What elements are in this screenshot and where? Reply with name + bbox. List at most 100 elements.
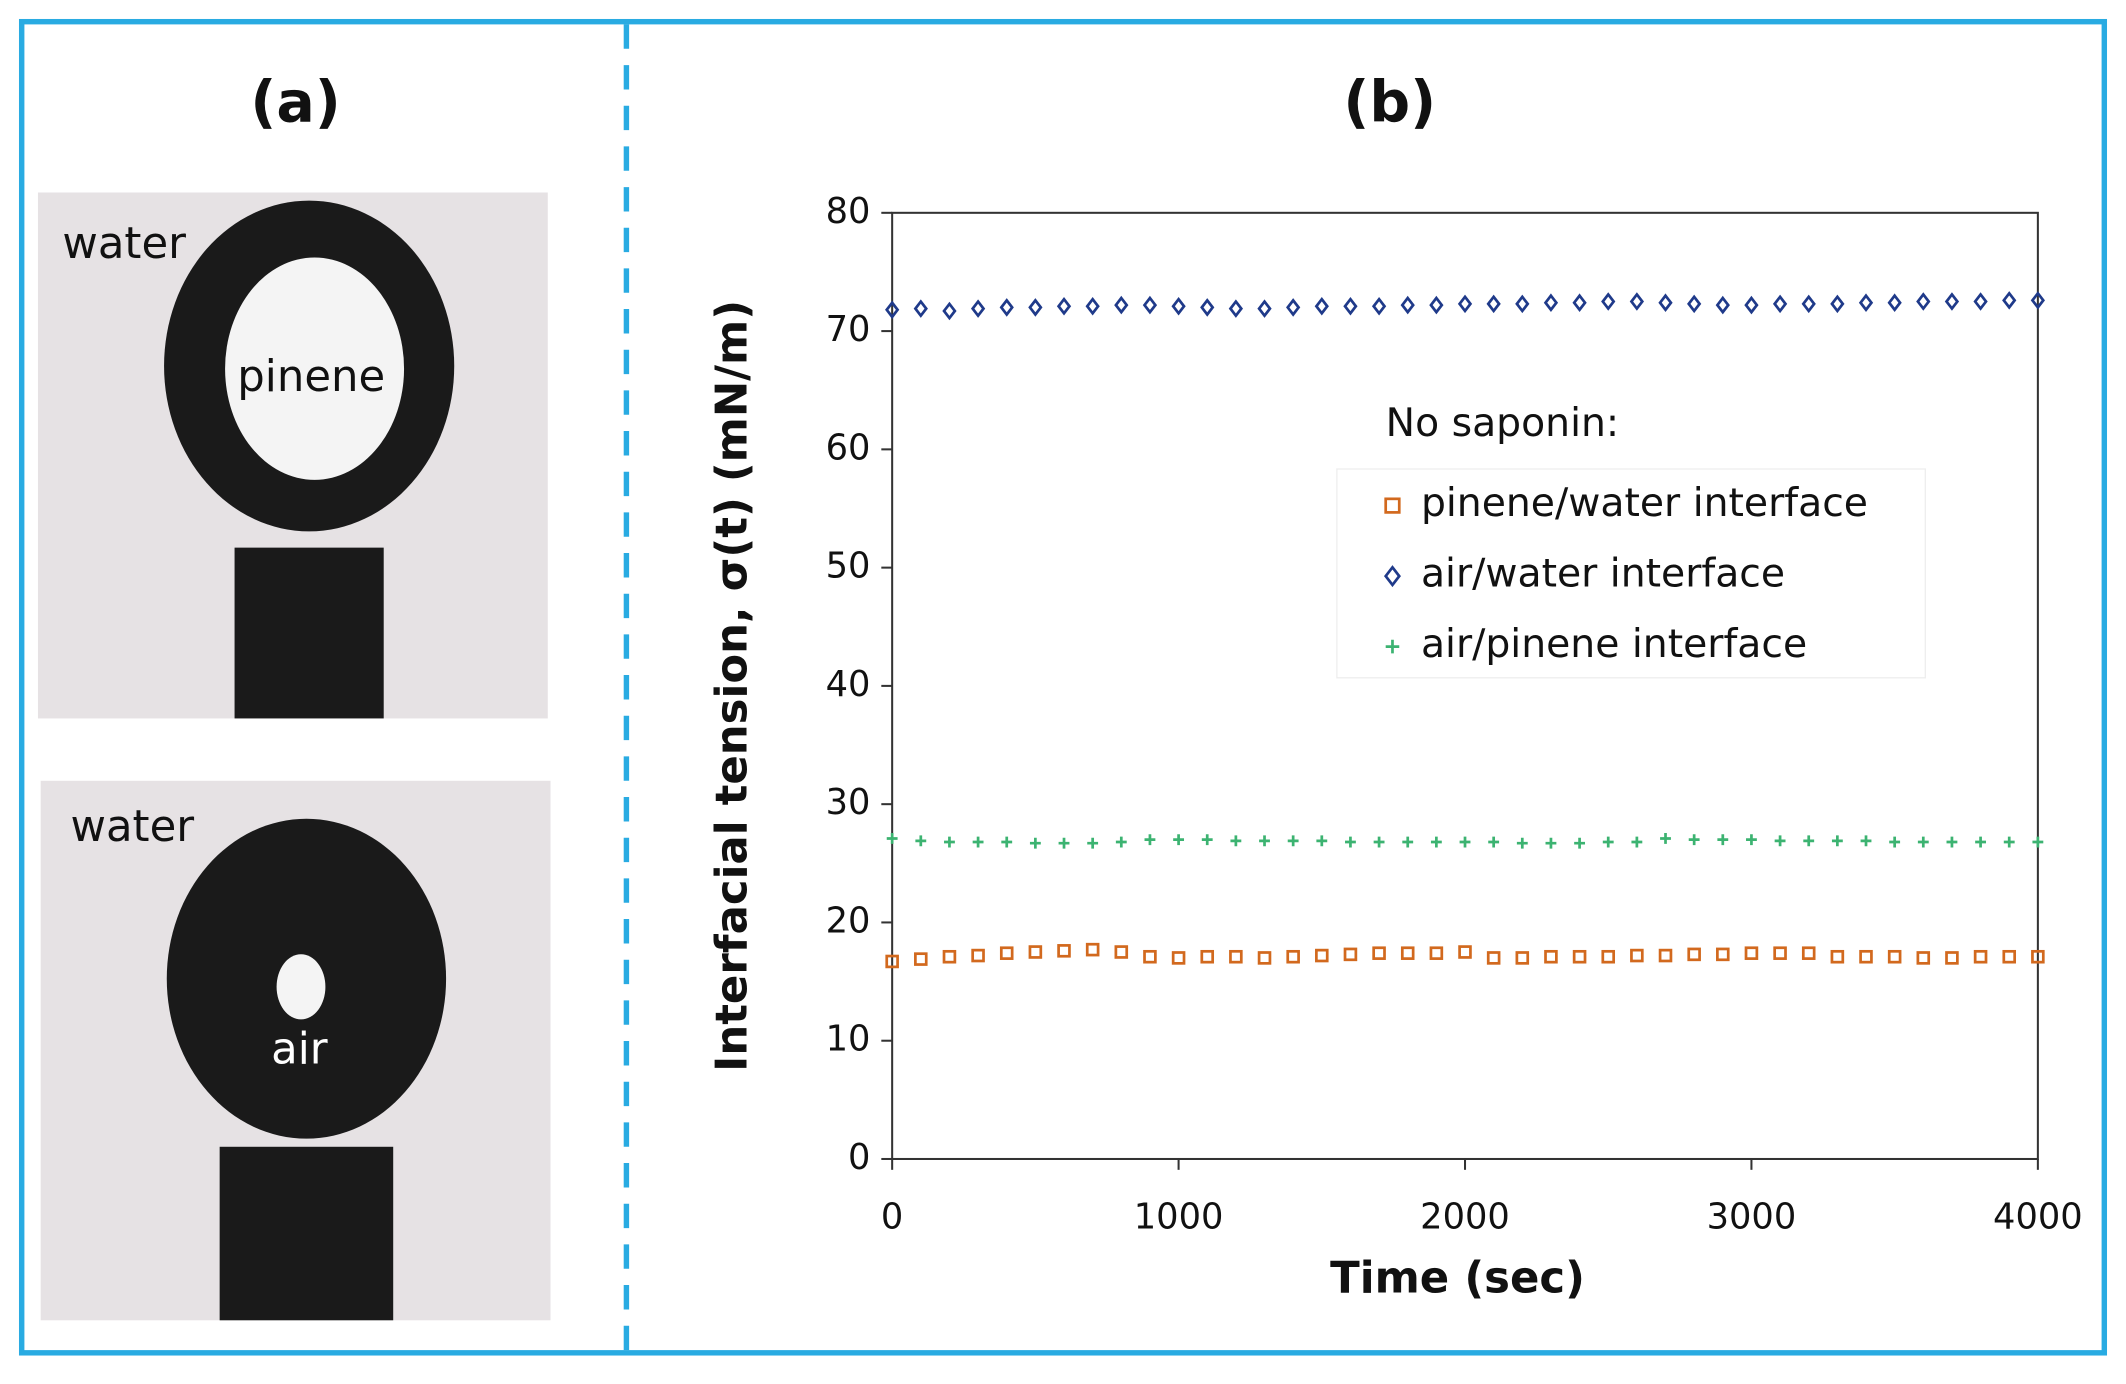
point <box>1058 837 1070 849</box>
panel-label: (a) <box>250 69 340 135</box>
point <box>1975 836 1987 848</box>
point <box>1201 834 1213 846</box>
point <box>1973 292 1988 311</box>
point <box>1574 837 1586 849</box>
point <box>1803 835 1815 847</box>
point <box>2002 291 2017 310</box>
point <box>1229 949 1243 964</box>
point <box>1744 946 1759 960</box>
point <box>1830 949 1845 964</box>
legend-marker <box>1384 497 1401 514</box>
inner-drop <box>225 257 405 480</box>
point <box>970 299 986 318</box>
point <box>1488 836 1500 848</box>
point <box>1457 294 1473 314</box>
point <box>1631 836 1643 848</box>
legend-title: No saponin: <box>1386 401 1619 446</box>
point <box>1171 951 1186 965</box>
point <box>1715 295 1730 315</box>
point <box>1916 292 1931 311</box>
point <box>1887 949 1902 964</box>
point <box>1315 948 1329 963</box>
point <box>1430 836 1442 848</box>
point <box>1028 945 1043 959</box>
y-tick-label: 10 <box>826 1019 871 1060</box>
point <box>1087 837 1099 849</box>
point <box>1085 296 1100 316</box>
point <box>1946 836 1958 848</box>
point <box>1858 293 1874 312</box>
point <box>972 836 984 848</box>
x-tick-label: 0 <box>881 1197 903 1238</box>
point <box>1259 835 1270 847</box>
point <box>1830 294 1845 314</box>
y-axis-label: Interfacial tension, σ(t) (mN/m) <box>707 300 757 1072</box>
point <box>1029 837 1041 849</box>
point <box>1860 835 1872 847</box>
legend-box <box>1336 468 1927 679</box>
point <box>1746 834 1757 846</box>
image-label: air <box>271 1024 328 1074</box>
point <box>1660 833 1671 844</box>
point <box>1143 949 1157 964</box>
bubble <box>276 954 326 1020</box>
panel-label: (b) <box>1343 69 1436 135</box>
point <box>1372 946 1386 960</box>
point <box>1516 837 1528 849</box>
point <box>2003 836 2015 848</box>
point <box>1316 835 1328 847</box>
x-tick-label: 4000 <box>1993 1197 2083 1238</box>
point <box>1544 949 1558 964</box>
point <box>1459 836 1471 848</box>
legend-marker <box>1383 565 1401 588</box>
point <box>1343 296 1358 316</box>
point <box>2031 949 2045 964</box>
point <box>1801 294 1816 314</box>
point <box>885 300 900 320</box>
point <box>2032 836 2044 848</box>
point <box>1801 946 1816 960</box>
image-label: water <box>62 219 186 269</box>
point <box>885 954 899 969</box>
point <box>1688 834 1700 846</box>
point <box>1543 293 1559 312</box>
point <box>1944 292 1960 311</box>
point <box>1916 951 1931 965</box>
point <box>1572 949 1587 964</box>
y-tick-label: 50 <box>826 546 871 587</box>
point <box>915 835 927 847</box>
point <box>1658 293 1673 312</box>
point <box>1114 945 1129 959</box>
point <box>1945 951 1959 965</box>
point <box>1371 296 1387 316</box>
y-tick-label: 60 <box>826 427 871 468</box>
point <box>1831 835 1843 847</box>
point <box>2002 949 2017 964</box>
point <box>1001 836 1013 848</box>
point <box>1515 294 1530 314</box>
point <box>1144 834 1156 846</box>
point <box>1486 294 1501 314</box>
point <box>1373 836 1385 848</box>
point <box>913 299 928 318</box>
point <box>1114 295 1129 315</box>
point <box>1286 949 1300 964</box>
legend-label: air/water interface <box>1421 552 1785 597</box>
point <box>1173 834 1185 846</box>
point <box>1515 951 1530 965</box>
point <box>1314 296 1329 316</box>
point <box>1142 295 1158 315</box>
x-tick-label: 2000 <box>1420 1197 1510 1238</box>
point <box>1602 836 1614 848</box>
x-tick-label: 3000 <box>1707 1197 1797 1238</box>
point <box>1345 836 1356 848</box>
x-tick-label: 1000 <box>1134 1197 1224 1238</box>
point <box>1774 835 1786 847</box>
point <box>1200 949 1215 964</box>
point <box>1257 951 1272 965</box>
point <box>1486 951 1501 965</box>
legend-label: pinene/water interface <box>1421 481 1868 526</box>
point <box>1889 836 1901 848</box>
point <box>1400 295 1415 315</box>
